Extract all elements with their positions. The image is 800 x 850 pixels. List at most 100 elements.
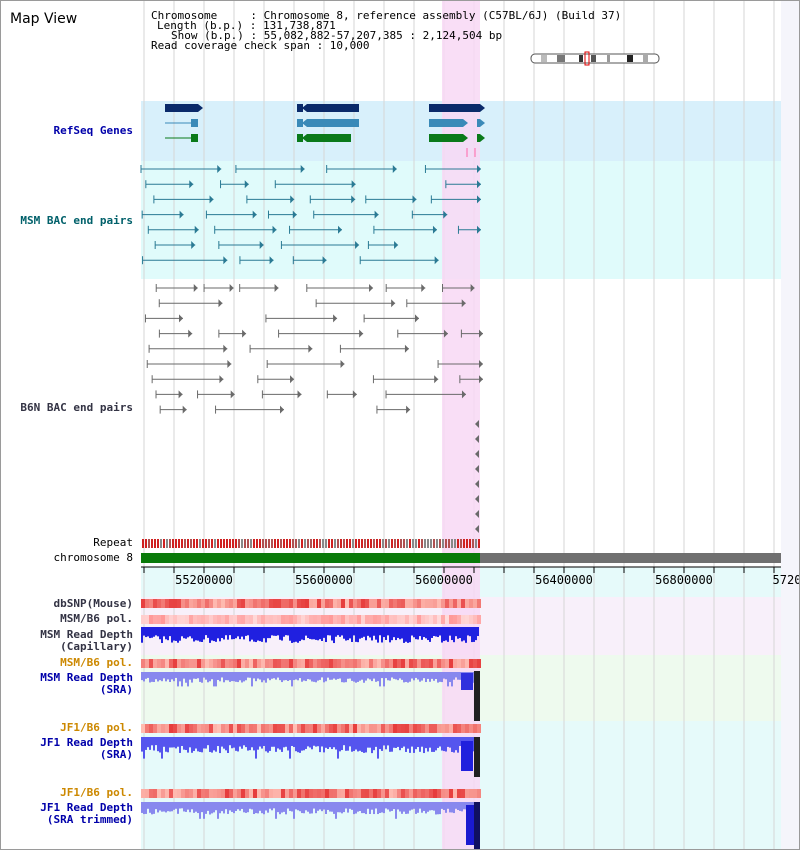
polymorphism-mark — [229, 659, 233, 668]
polymorphism-mark — [353, 615, 357, 624]
depth-bar — [201, 802, 203, 813]
depth-bar — [233, 737, 235, 748]
track-label-refseq[interactable]: RefSeq Genes — [53, 124, 133, 137]
depth-bar — [151, 802, 153, 815]
depth-bar — [453, 737, 455, 753]
depth-bar — [179, 737, 181, 753]
polymorphism-mark — [193, 724, 197, 733]
track-label-msm-b6-pol[interactable]: MSM/B6 pol. — [60, 612, 133, 625]
polymorphism-mark — [421, 659, 425, 668]
depth-bar — [165, 737, 167, 752]
depth-bar — [245, 737, 247, 748]
polymorphism-mark — [373, 615, 377, 624]
depth-bar — [397, 737, 399, 747]
polymorphism-mark — [265, 659, 269, 668]
depth-bar — [347, 802, 349, 813]
polymorphism-mark — [465, 659, 469, 668]
depth-bar — [373, 627, 375, 636]
polymorphism-mark — [445, 659, 449, 668]
depth-bar — [183, 672, 185, 679]
gene-arrow — [480, 119, 485, 127]
depth-bar — [429, 672, 431, 682]
depth-bar — [275, 672, 277, 680]
info-show: Show (b.p.) : 55,082,882-57,207,385 : 2,… — [171, 29, 503, 42]
polymorphism-mark — [477, 724, 481, 733]
depth-bar — [361, 737, 363, 752]
depth-bar — [355, 802, 357, 814]
depth-bar — [345, 802, 347, 809]
repeat-mark — [442, 539, 444, 548]
depth-bar — [397, 672, 399, 681]
depth-bar — [225, 802, 227, 810]
repeat-mark — [406, 539, 408, 548]
depth-bar — [271, 627, 273, 636]
polymorphism-mark — [149, 599, 153, 608]
bac-end — [475, 480, 479, 488]
depth-bar — [403, 627, 405, 643]
depth-bar — [335, 737, 337, 750]
polymorphism-mark — [433, 789, 437, 798]
polymorphism-mark — [177, 615, 181, 624]
depth-bar — [267, 627, 269, 639]
polymorphism-mark — [281, 789, 285, 798]
repeat-mark — [274, 539, 276, 548]
track-label-dbsnp[interactable]: dbSNP(Mouse) — [53, 597, 133, 610]
depth-bar — [195, 627, 197, 641]
depth-bar — [389, 627, 391, 643]
depth-bar — [251, 737, 253, 748]
info-chromosome: Chromosome : Chromosome 8, reference ass… — [151, 9, 622, 22]
track-label-jf1-depth-trimmed[interactable]: JF1 Read Depth (SRA trimmed) — [40, 802, 133, 826]
polymorphism-mark — [189, 789, 193, 798]
depth-bar — [423, 737, 425, 754]
track-label-msm-depth-sra[interactable]: MSM Read Depth (SRA) — [40, 672, 133, 696]
depth-bar — [253, 672, 255, 679]
depth-bar — [213, 627, 215, 642]
depth-bar — [401, 672, 403, 680]
depth-bar — [309, 802, 311, 814]
depth-bar — [413, 802, 415, 809]
depth-bar — [411, 737, 413, 747]
polymorphism-mark — [385, 659, 389, 668]
depth-bar — [291, 737, 293, 746]
track-label-jf1-pol-2[interactable]: JF1/B6 pol. — [60, 786, 133, 799]
polymorphism-mark — [213, 615, 217, 624]
axis-tick-label: 5720 — [772, 573, 800, 587]
depth-bar — [355, 672, 357, 683]
depth-bar — [157, 737, 159, 752]
depth-bar — [474, 802, 480, 849]
polymorphism-mark — [309, 599, 313, 608]
polymorphism-mark — [345, 724, 349, 733]
depth-bar — [141, 627, 143, 643]
depth-bar — [279, 627, 281, 640]
depth-bar — [407, 802, 409, 814]
track-label-b6n-bac[interactable]: B6N BAC end pairs — [20, 401, 133, 414]
depth-bar — [299, 802, 301, 812]
depth-bar — [233, 802, 235, 814]
depth-bar — [225, 627, 227, 636]
track-label-msm-bac[interactable]: MSM BAC end pairs — [20, 214, 133, 227]
track-label-jf1-pol[interactable]: JF1/B6 pol. — [60, 721, 133, 734]
depth-bar — [393, 627, 395, 638]
polymorphism-mark — [273, 599, 277, 608]
depth-bar — [147, 737, 149, 748]
polymorphism-mark — [229, 789, 233, 798]
bac-end — [188, 329, 193, 338]
track-label-msm-b6-pol-sra[interactable]: MSM/B6 pol. — [60, 656, 133, 669]
track-label-jf1-depth-sra[interactable]: JF1 Read Depth (SRA) — [40, 737, 133, 761]
depth-bar — [401, 737, 403, 748]
depth-bar — [211, 627, 213, 641]
polymorphism-mark — [145, 789, 149, 798]
depth-bar — [441, 802, 443, 809]
polymorphism-mark — [145, 659, 149, 668]
polymorphism-mark — [361, 615, 365, 624]
depth-bar — [423, 627, 425, 638]
polymorphism-mark — [441, 724, 445, 733]
track-label-msm-depth-capillary[interactable]: MSM Read Depth (Capillary) — [40, 629, 133, 653]
depth-bar — [207, 802, 209, 811]
depth-bar — [141, 737, 143, 752]
polymorphism-mark — [453, 599, 457, 608]
depth-bar — [353, 627, 355, 636]
polymorphism-mark — [153, 659, 157, 668]
depth-bar — [273, 737, 275, 747]
